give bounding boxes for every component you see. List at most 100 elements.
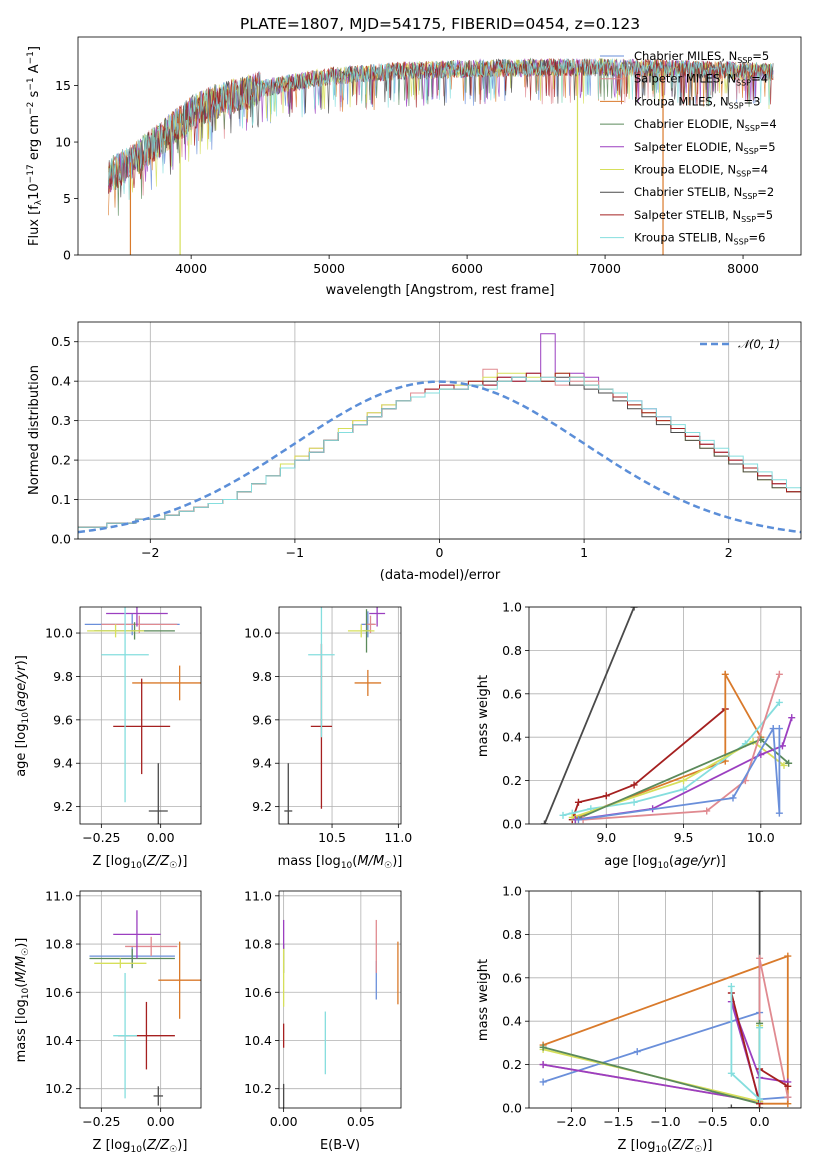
weight-line-2 [575, 670, 762, 819]
legend-label-5: Kroupa ELODIE, NSSP=4 [634, 163, 768, 179]
weight-vs-Z-ylabel: mass weight [476, 959, 491, 1041]
x-tick-label: −1 [286, 545, 304, 560]
hist-step-2 [78, 372, 801, 539]
weight-vs-age-ylabel: mass weight [476, 675, 491, 757]
spectrum-ylabel: Flux [fλ10−17 erg cm−2 s−1 A−1] [26, 46, 44, 246]
weight-marker [775, 698, 783, 706]
marks-layer [282, 919, 399, 1108]
y-tick-label: 9.6 [252, 712, 272, 727]
weight-marker [775, 670, 783, 678]
weight-marker [539, 1043, 547, 1051]
residual-histogram-panel: (data-model)/error Normed distribution 𝒩… [27, 321, 802, 583]
y-tick-label: 10.0 [244, 626, 272, 641]
y-tick-label: 9.8 [53, 669, 73, 684]
y-tick-label: 1.0 [502, 884, 522, 899]
weight-marker [756, 891, 764, 895]
marks-layer [539, 891, 792, 1108]
y-tick-label: 9.4 [252, 756, 272, 771]
weight-line-1 [542, 954, 789, 1105]
weight-marker [727, 1104, 735, 1108]
y-tick-label: 9.8 [252, 669, 272, 684]
spectrum-panel: wavelength [Angstrom, rest frame] Flux [… [26, 36, 802, 298]
y-tick-label: 0.0 [502, 817, 522, 832]
weight-line-4 [572, 740, 785, 819]
y-tick-label: 10.0 [45, 626, 73, 641]
x-tick-label: −0.25 [82, 830, 120, 845]
y-tick-label: 10.2 [244, 1081, 272, 1096]
weight-marker [788, 714, 796, 722]
y-tick-label: 0.6 [502, 970, 522, 985]
y-tick-label: 9.4 [53, 756, 73, 771]
weight-marker [756, 954, 764, 962]
weight-marker [727, 982, 735, 990]
spectrum-legend: Chabrier MILES, NSSP=5 Salpeter MILES, NS… [600, 49, 777, 247]
weight-marker [630, 607, 638, 611]
residuals-ylabel: Normed distribution [27, 365, 42, 495]
x-tick-label: 7000 [589, 261, 621, 276]
x-tick-label: 2 [725, 545, 733, 560]
weight-marker [775, 809, 783, 817]
weight-marker [630, 781, 638, 789]
y-tick-label: 9.2 [53, 799, 73, 814]
legend-label-8: Kroupa STELIB, NSSP=6 [634, 231, 765, 247]
y-tick-label: 10.4 [244, 1033, 272, 1048]
x-tick-label: 10.0 [747, 830, 775, 845]
y-tick-label: 9.6 [53, 712, 73, 727]
x-tick-label: −1.5 [603, 1114, 633, 1129]
weight-marker [784, 1082, 792, 1090]
y-tick-label: 9.2 [252, 799, 272, 814]
hist-step-1 [78, 368, 801, 539]
marks-layer [84, 607, 201, 824]
weight-marker [680, 777, 688, 785]
weight-marker [785, 759, 793, 767]
weight-line-5 [542, 1025, 761, 1103]
y-tick-label: 0.4 [502, 1014, 522, 1029]
y-tick-label: 10.6 [45, 985, 73, 1000]
weight-line-0 [543, 607, 635, 824]
legend-label-4: Salpeter ELODIE, NSSP=5 [634, 140, 776, 156]
hist-step-5 [78, 376, 801, 539]
mass-vs-ebv-xlabel: E(B-V) [320, 1138, 360, 1153]
weight-marker [727, 1069, 735, 1077]
marks-layer [89, 910, 201, 1106]
hist-step-0 [78, 333, 801, 539]
weight-line-8 [730, 986, 761, 1102]
x-tick-label: 9.0 [596, 830, 616, 845]
y-tick-label: 0.8 [502, 643, 522, 658]
legend-label-1: Salpeter MILES, NSSP=4 [634, 72, 768, 88]
weight-marker [756, 1095, 764, 1103]
hist-step-3 [78, 376, 801, 539]
legend-label-0: Chabrier MILES, NSSP=5 [634, 49, 769, 65]
weight-line-0 [731, 891, 761, 1108]
y-tick-label: 10.8 [45, 937, 73, 952]
y-tick-label: 10.8 [244, 937, 272, 952]
weight-marker [630, 798, 638, 806]
mass-vs-ebv-panel: E(B-V) 0.00 0.05 10.2 10.4 10.6 10.8 11.0 [244, 888, 402, 1153]
y-tick-label: 0 [63, 248, 71, 263]
x-tick-label: −2 [141, 545, 159, 560]
y-tick-label: 0.2 [502, 773, 522, 788]
y-tick-label: 0.1 [51, 492, 71, 507]
y-tick-label: 0.0 [51, 532, 71, 547]
normal-legend-label: 𝒩(0, 1) [738, 337, 780, 351]
weight-marker [540, 820, 548, 824]
residuals-xlabel: (data-model)/error [380, 568, 501, 583]
normal-curve [78, 380, 801, 534]
x-tick-label: 0.00 [147, 1114, 175, 1129]
x-tick-label: 10.5 [318, 830, 346, 845]
x-tick-label: 4000 [175, 261, 207, 276]
weight-vs-age-xlabel: age [log10(age/yr)] [604, 854, 726, 871]
mass-vs-Z-ylabel: mass [log10(M/M☉)] [14, 938, 31, 1063]
y-tick-label: 0.0 [502, 1101, 522, 1116]
age-vs-mass-panel: mass [log10(M/M☉)] 10.5 11.0 9.2 9.4 9.6 9.8 1… [244, 606, 412, 871]
marks-layer [284, 607, 386, 824]
legend-label-6: Chabrier STELIB, NSSP=2 [634, 185, 774, 201]
x-tick-label: −0.25 [82, 1114, 120, 1129]
y-tick-label: 11.0 [244, 888, 272, 903]
x-tick-label: −2.0 [556, 1114, 586, 1129]
weight-line-7 [583, 674, 781, 821]
weight-vs-age-panel: age [log10(age/yr)] mass weight 9.0 9.5 10… [476, 600, 802, 871]
y-tick-label: 15 [55, 78, 71, 93]
legend-label-7: Salpeter STELIB, NSSP=5 [634, 208, 773, 224]
